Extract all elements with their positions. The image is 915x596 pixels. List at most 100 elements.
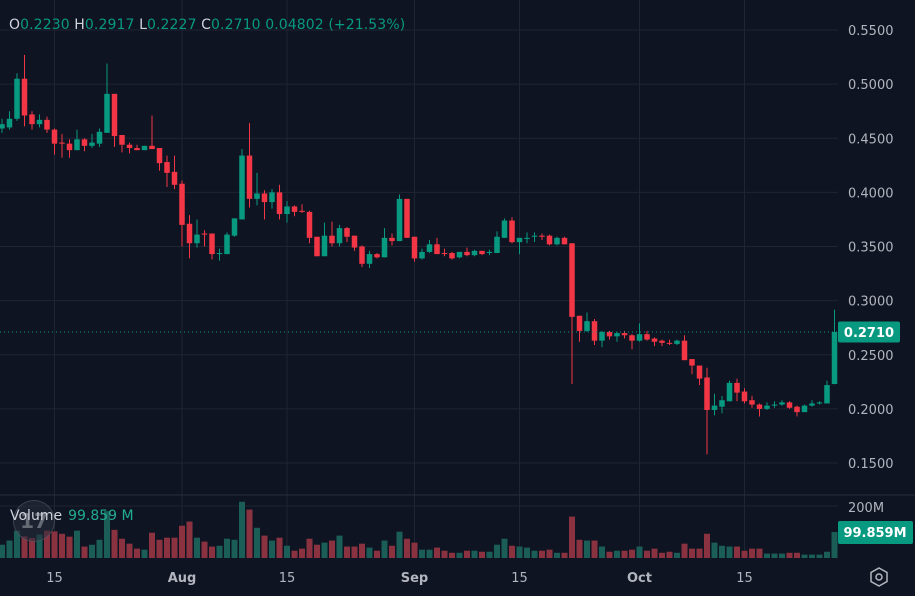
candle-body: [771, 404, 778, 406]
volume-bar: [509, 545, 515, 558]
candle: [134, 144, 140, 151]
volume-bar: [291, 550, 298, 558]
price-axis[interactable]: 0.5500 0.5000 0.4500 0.4000 0.3500 0.3000 0.25…: [848, 24, 894, 472]
candle-body: [741, 391, 748, 402]
candle-body: [126, 144, 133, 148]
candle: [224, 232, 230, 255]
candle: [29, 111, 35, 130]
volume-bar: [494, 544, 500, 558]
volume-bar: [321, 542, 328, 558]
candle-body: [546, 235, 553, 245]
candle-body: [681, 340, 688, 361]
time-axis[interactable]: 15 Aug 15 Sep 15 Oct 15: [46, 571, 753, 586]
volume-bar: [794, 552, 800, 558]
volume-bar: [771, 553, 778, 558]
volume-bar: [696, 548, 703, 558]
volume-bar: [644, 550, 650, 558]
candle: [81, 138, 88, 152]
candle: [494, 231, 500, 253]
time-tick-label: Aug: [168, 571, 197, 586]
settings-hexagon-icon[interactable]: [868, 566, 890, 588]
candle: [749, 395, 755, 408]
volume-bar: [659, 552, 665, 558]
candle-body: [59, 142, 65, 144]
candle-body: [561, 237, 568, 245]
candle: [284, 201, 290, 223]
candle: [141, 145, 148, 151]
volume-bar: [171, 537, 178, 558]
candle: [524, 232, 530, 244]
candle-body: [441, 252, 448, 255]
candle-body: [449, 252, 455, 259]
candle: [696, 365, 703, 386]
candle-body: [246, 155, 253, 199]
volume-bar: [816, 554, 823, 558]
candle-body: [591, 321, 598, 341]
candle-body: [734, 382, 740, 393]
volume-value: 99.859 M: [68, 508, 134, 524]
tradingview-logo-icon[interactable]: 17: [13, 500, 55, 542]
price-tick-label: 0.4500: [848, 132, 894, 147]
candle-body: [606, 332, 613, 337]
volume-bar: [539, 550, 545, 558]
candle-body: [81, 139, 88, 146]
grid: [0, 0, 838, 558]
candle: [464, 247, 470, 257]
volume-bar: [464, 550, 470, 558]
candle-body: [239, 155, 245, 220]
price-tick-label: 0.4000: [848, 186, 894, 201]
volume-bar: [636, 546, 643, 558]
candle: [599, 330, 605, 348]
candle-body: [134, 147, 140, 151]
candle: [456, 251, 463, 259]
volume-bar: [456, 552, 463, 558]
volume-bar: [104, 511, 110, 558]
candle: [516, 237, 523, 255]
volume-bar: [711, 542, 718, 558]
candle: [104, 63, 110, 133]
candle-body: [531, 235, 538, 237]
candle: [681, 335, 688, 361]
candle: [6, 111, 13, 130]
candle-body: [621, 333, 628, 336]
candle-body: [599, 332, 605, 341]
candle-body: [816, 402, 823, 404]
volume-bar: [516, 546, 523, 558]
candle-body: [44, 119, 50, 130]
volume-bar: [96, 539, 103, 558]
volume-bar: [14, 530, 20, 558]
candle: [246, 123, 253, 208]
price-tick-label: 0.3500: [848, 241, 894, 256]
candle-body: [614, 333, 620, 337]
candle: [411, 236, 418, 262]
candle-body: [351, 235, 358, 248]
candle-body: [831, 332, 838, 384]
candle: [546, 234, 553, 246]
candle-body: [359, 246, 365, 264]
volume-bar: [246, 509, 253, 558]
candle-body: [201, 233, 208, 235]
candle-body: [96, 131, 103, 144]
candle: [576, 315, 583, 342]
candle: [689, 359, 695, 375]
candle-body: [719, 400, 725, 407]
candle: [591, 319, 598, 346]
volume-bar: [336, 535, 343, 558]
volume-bar: [531, 550, 538, 558]
volume-bar: [141, 549, 148, 558]
candle: [306, 210, 313, 244]
volume-bar: [164, 537, 170, 558]
candle: [704, 367, 710, 455]
volume-bar: [606, 551, 613, 558]
candle-body: [374, 254, 380, 258]
volume-bar: [681, 543, 688, 558]
candle-body: [764, 405, 770, 409]
candle-body: [156, 147, 163, 164]
candle-body: [321, 235, 328, 257]
candle-body: [291, 206, 298, 212]
volume-bar: [501, 538, 508, 558]
volume-bar: [479, 551, 485, 558]
candle-body: [261, 193, 268, 203]
candle-body: [269, 192, 275, 203]
